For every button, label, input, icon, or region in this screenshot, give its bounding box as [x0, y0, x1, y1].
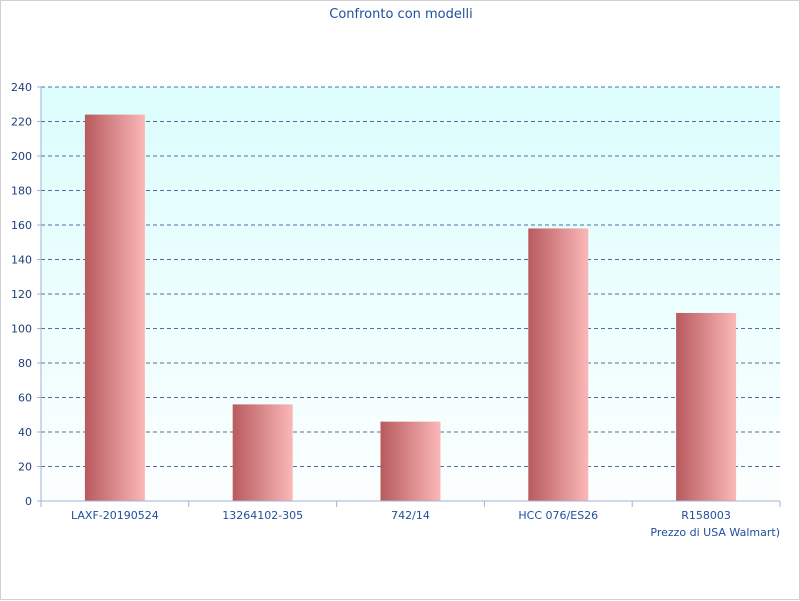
bar — [676, 312, 737, 501]
x-axis-title: Prezzo di USA Walmart) — [650, 526, 780, 539]
y-tick-labels: 0 20 40 60 80 100 120 140 160 180 200 220 240 — [11, 81, 32, 508]
x-category-label: 742/14 — [391, 509, 430, 522]
y-tick-label: 40 — [18, 426, 32, 439]
y-tick-label: 220 — [11, 116, 32, 129]
x-category-labels: LAXF-20190524 13264102-305 742/14 HCC 076/E… — [71, 509, 731, 522]
y-tick-label: 240 — [11, 81, 32, 94]
bar — [84, 114, 145, 501]
y-tick-label: 80 — [18, 357, 32, 370]
bar — [380, 421, 441, 501]
y-tick-label: 200 — [11, 150, 32, 163]
x-category-label: R158003 — [681, 509, 731, 522]
y-tick-label: 60 — [18, 392, 32, 405]
x-category-label: LAXF-20190524 — [71, 509, 159, 522]
x-category-label: HCC 076/ES26 — [518, 509, 598, 522]
bar — [232, 404, 293, 501]
chart-title: Confronto con modelli — [329, 7, 472, 22]
bars — [84, 114, 737, 501]
y-tick-label: 180 — [11, 185, 32, 198]
bar — [528, 228, 589, 501]
y-tick-label: 120 — [11, 288, 32, 301]
y-tick-label: 20 — [18, 461, 32, 474]
y-tick-label: 100 — [11, 323, 32, 336]
y-tick-label: 160 — [11, 219, 32, 232]
y-tick-label: 140 — [11, 254, 32, 267]
x-category-label: 13264102-305 — [222, 509, 303, 522]
axes — [37, 86, 781, 507]
y-tick-label: 0 — [25, 495, 32, 508]
